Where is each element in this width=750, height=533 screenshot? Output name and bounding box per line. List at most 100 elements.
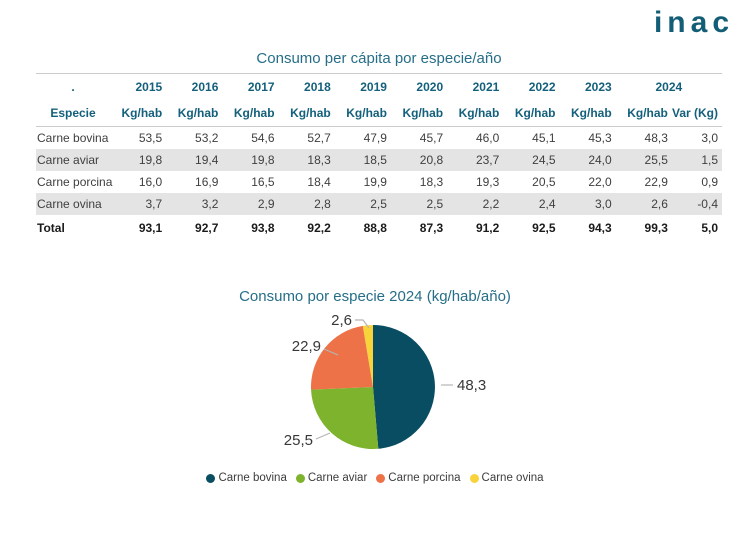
value-cell: 0,9 <box>701 175 718 189</box>
total-row: Total 93,1 92,7 93,8 92,2 88,8 87,3 91,2 92,5 94,… <box>36 215 722 241</box>
total-value-cell: 91,2 <box>475 221 500 235</box>
pie-value-label: 48,3 <box>457 377 486 394</box>
year-header-2024: 2024 <box>655 80 683 94</box>
pie-slice-carne-ovina <box>362 325 373 387</box>
row-label: Carne ovina <box>37 197 102 211</box>
table-title: Consumo per cápita por especie/año <box>256 50 502 67</box>
table-row: Carne porcina 16,0 16,9 16,5 18,4 19,9 18,3 19,… <box>36 171 722 193</box>
value-cell: 20,8 <box>419 153 444 167</box>
consumption-table-section: Consumo per cápita por especie/año . 2015… <box>36 50 722 241</box>
value-cell: 2,2 <box>482 197 500 211</box>
value-cell: 18,5 <box>363 153 387 167</box>
legend-dot-icon <box>206 473 216 483</box>
value-cell: 54,6 <box>251 131 275 145</box>
legend-dot-icon <box>469 473 479 483</box>
value-cell: 2,5 <box>370 197 387 211</box>
unit-header: Kg/hab <box>559 100 616 127</box>
legend-label: Carne bovina <box>218 472 287 484</box>
total-value-cell: 5,0 <box>701 221 718 235</box>
pie-value-label: 25,5 <box>284 432 313 449</box>
unit-header: Kg/hab <box>222 100 279 127</box>
inac-logo: inac <box>653 6 734 39</box>
leader-line <box>323 348 339 356</box>
value-cell: 3,2 <box>201 197 219 211</box>
value-cell: 22,9 <box>644 175 668 189</box>
total-value-cell: 92,5 <box>532 221 556 235</box>
legend-label: Carne porcina <box>388 472 461 484</box>
table-body: Carne bovina 53,5 53,2 54,6 52,7 47,9 45,7 46,0… <box>36 127 722 242</box>
unit-header: Kg/hab <box>447 100 504 127</box>
especie-header: Especie <box>36 100 110 127</box>
year-header: 2022 <box>528 80 556 94</box>
value-cell: 2,9 <box>257 197 275 211</box>
legend-label: Carne ovina <box>481 472 544 484</box>
pie-slice-carne-aviar <box>311 387 379 449</box>
value-cell: 45,1 <box>532 131 556 145</box>
value-cell: 24,5 <box>532 153 556 167</box>
value-cell: -0,4 <box>697 197 718 211</box>
unit-header: Kg/hab <box>334 100 391 127</box>
header-years-row: . 2015 2016 2017 2018 2019 2020 2021 2022 2023 202… <box>36 74 722 101</box>
unit-header: Kg/hab <box>110 100 167 127</box>
year-header: 2016 <box>191 80 219 94</box>
value-cell: 3,7 <box>145 197 163 211</box>
row-label: Carne aviar <box>37 153 100 167</box>
value-cell: 20,5 <box>532 175 556 189</box>
value-cell: 46,0 <box>475 131 500 145</box>
value-cell: 3,0 <box>701 131 718 145</box>
value-cell: 22,0 <box>588 175 612 189</box>
year-header: 2018 <box>304 80 331 94</box>
corner-label: . <box>71 80 75 94</box>
total-label: Total <box>37 221 65 235</box>
legend-item: Carne bovina <box>206 472 287 484</box>
total-value-cell: 99,3 <box>644 221 668 235</box>
pie-slice-carne-bovina <box>373 325 435 449</box>
pie-value-label: 2,6 <box>331 312 352 329</box>
year-header: 2019 <box>360 80 387 94</box>
legend-dot-icon <box>295 473 305 483</box>
total-value-cell: 88,8 <box>363 221 387 235</box>
value-cell: 47,9 <box>363 131 387 145</box>
unit-header: Kg/hab <box>615 100 672 127</box>
total-value-cell: 92,2 <box>307 221 331 235</box>
value-cell: 48,3 <box>644 131 668 145</box>
row-label: Carne porcina <box>37 175 113 189</box>
year-header: 2021 <box>472 80 500 94</box>
value-cell: 2,4 <box>538 197 556 211</box>
table-row: Carne ovina 3,7 3,2 2,9 2,8 2,5 2,5 2,2 2,4 3,0 2,… <box>36 193 722 215</box>
unit-header: Kg/hab <box>278 100 335 127</box>
value-cell: 16,9 <box>195 175 219 189</box>
total-value-cell: 87,3 <box>419 221 444 235</box>
value-cell: 18,3 <box>419 175 444 189</box>
var-header: Var (Kg) <box>671 100 722 127</box>
year-header: 2017 <box>247 80 275 94</box>
legend-item: Carne aviar <box>295 472 367 484</box>
total-value-cell: 94,3 <box>588 221 612 235</box>
value-cell: 2,8 <box>314 197 331 211</box>
value-cell: 19,8 <box>251 153 275 167</box>
table-header: . 2015 2016 2017 2018 2019 2020 2021 2022 2023 202… <box>36 74 722 127</box>
value-cell: 53,5 <box>138 131 163 145</box>
year-header: 2020 <box>416 80 444 94</box>
value-cell: 19,9 <box>363 175 387 189</box>
pie-slice-carne-porcina <box>311 325 373 390</box>
unit-header: Kg/hab <box>166 100 223 127</box>
value-cell: 23,7 <box>475 153 500 167</box>
value-cell: 24,0 <box>588 153 612 167</box>
consumption-table: . 2015 2016 2017 2018 2019 2020 2021 2022 2023 202… <box>36 73 722 241</box>
value-cell: 19,4 <box>195 153 219 167</box>
value-cell: 19,8 <box>138 153 163 167</box>
value-cell: 25,5 <box>644 153 668 167</box>
value-cell: 1,5 <box>701 153 718 167</box>
pie-value-label: 22,9 <box>292 338 321 355</box>
value-cell: 45,7 <box>419 131 444 145</box>
value-cell: 45,3 <box>588 131 612 145</box>
total-value-cell: 92,7 <box>195 221 219 235</box>
value-cell: 53,2 <box>195 131 219 145</box>
value-cell: 19,3 <box>475 175 500 189</box>
value-cell: 16,0 <box>138 175 163 189</box>
table-row: Carne aviar 19,8 19,4 19,8 18,3 18,5 20,8 23,7 2… <box>36 149 722 171</box>
value-cell: 18,4 <box>307 175 331 189</box>
value-cell: 3,0 <box>595 197 612 211</box>
